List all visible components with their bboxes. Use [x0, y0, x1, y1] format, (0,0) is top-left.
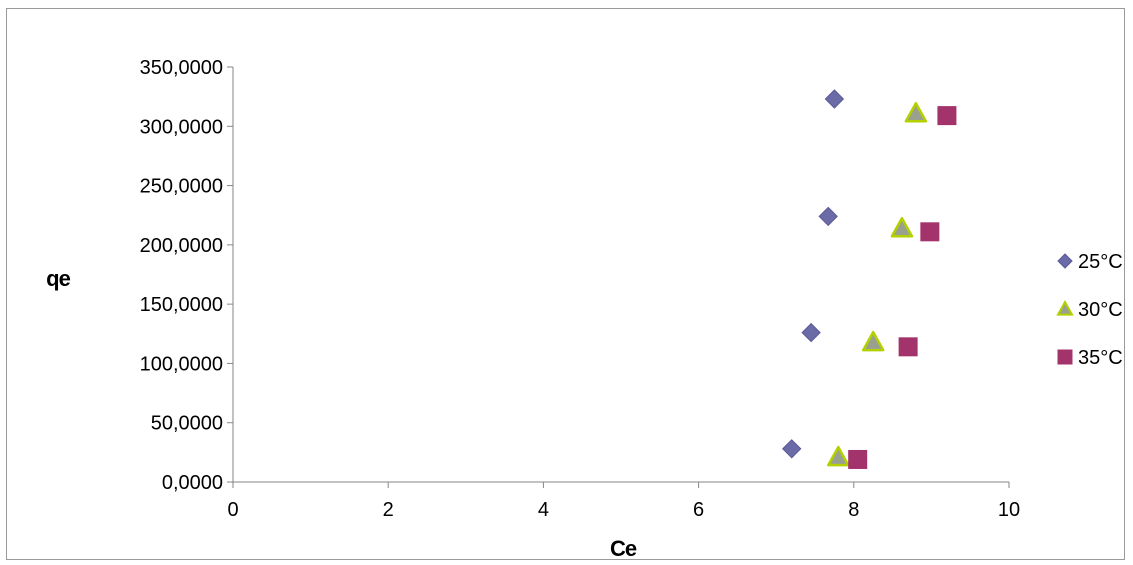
y-tick-label: 250,0000: [140, 176, 223, 198]
data-point-square: [898, 337, 918, 357]
x-tick-label: 8: [848, 499, 859, 521]
y-tick-label: 0,0000: [162, 472, 223, 494]
y-axis-ticks: 0,0000 50,0000 100,0000 150,0000 200,0000 250…: [140, 57, 233, 494]
y-tick-label: 100,0000: [140, 353, 223, 375]
data-point-square: [848, 449, 868, 469]
data-point-diamond: [782, 439, 802, 459]
legend-marker-triangle: [1056, 299, 1074, 316]
data-point-triangle: [861, 330, 885, 352]
x-tick-label: 0: [227, 499, 238, 521]
x-tick-label: 10: [998, 499, 1020, 521]
data-point-square: [937, 106, 957, 126]
legend-marker-diamond: [1057, 253, 1073, 269]
legend-marker-square: [1057, 349, 1073, 365]
y-tick-label: 200,0000: [140, 235, 223, 257]
x-tick-label: 4: [538, 499, 549, 521]
data-point-triangle: [827, 445, 850, 467]
legend-label: 30°C: [1078, 299, 1123, 321]
x-tick-label: 6: [693, 499, 704, 521]
data-point-diamond: [801, 322, 821, 343]
y-tick-label: 350,0000: [140, 57, 223, 79]
data-point-triangle: [904, 101, 928, 123]
chart-frame: [6, 8, 1125, 560]
x-axis-ticks: 0 2 4 6 8 10: [227, 482, 1020, 521]
legend: 25°C 30°C 35°C: [1056, 251, 1123, 369]
x-tick-label: 2: [383, 499, 394, 521]
x-axis-title: Ce: [610, 536, 637, 561]
legend-label: 25°C: [1078, 251, 1123, 273]
legend-label: 35°C: [1078, 347, 1123, 369]
axes: [232, 67, 1009, 483]
y-tick-label: 150,0000: [140, 294, 223, 316]
y-tick-label: 300,0000: [140, 116, 223, 138]
data-point-diamond: [818, 206, 838, 227]
y-tick-label: 50,0000: [151, 413, 223, 435]
data-points: [782, 89, 957, 469]
data-point-diamond: [824, 89, 845, 109]
y-axis-title: qe: [46, 266, 70, 291]
data-point-triangle: [890, 217, 914, 238]
data-point-square: [920, 222, 940, 242]
